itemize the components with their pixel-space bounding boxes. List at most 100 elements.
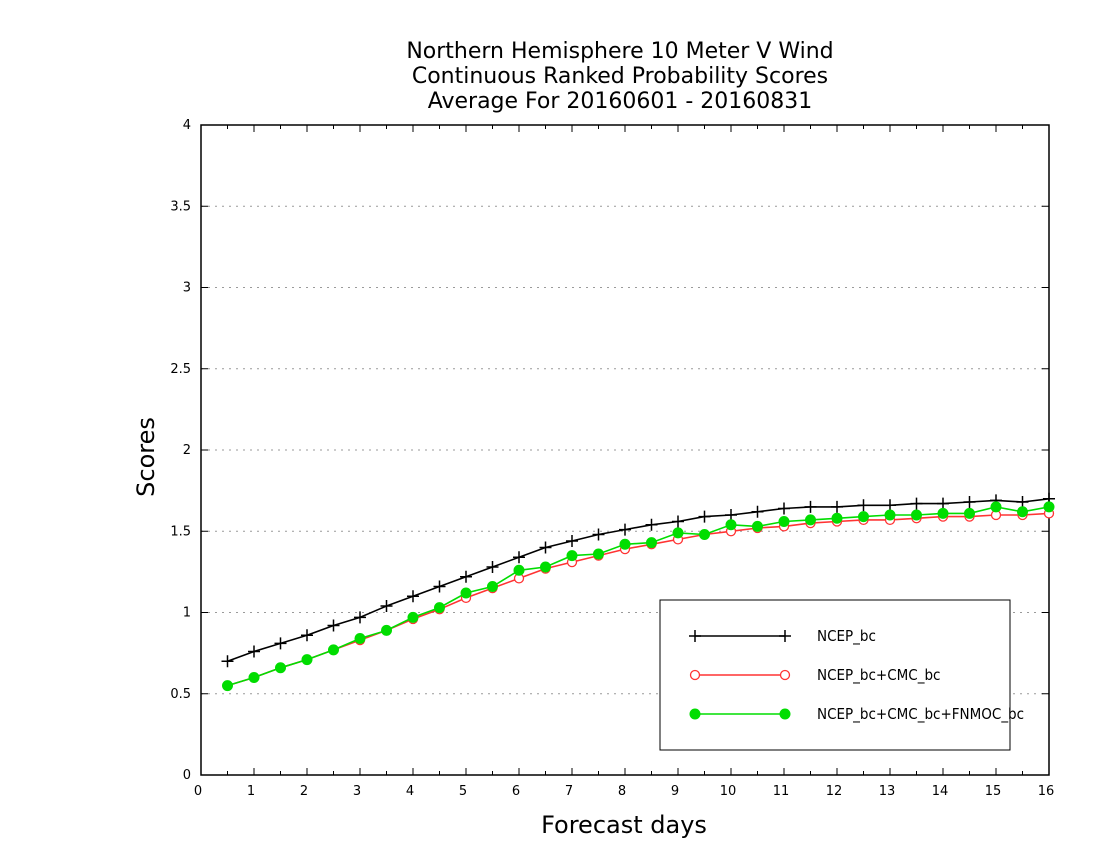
data-point: [274, 637, 287, 650]
data-point: [1043, 501, 1055, 513]
data-point: [301, 629, 313, 642]
data-point: [221, 655, 234, 668]
data-point: [407, 611, 419, 623]
x-tick-label: 4: [406, 784, 414, 799]
chart-title: Northern Hemisphere 10 Meter V WindConti…: [406, 39, 833, 114]
legend-marker: [689, 669, 701, 681]
data-point: [354, 611, 366, 624]
data-point: [248, 672, 260, 683]
data-point: [751, 505, 764, 518]
x-axis-label: Forecast days: [541, 811, 707, 839]
y-axis-label: Scores: [132, 417, 160, 497]
legend-label: NCEP_bc: [817, 627, 876, 646]
data-point: [699, 529, 710, 540]
data-point: [672, 527, 684, 539]
data-point: [698, 510, 711, 523]
grid-lines: [201, 205, 1049, 695]
data-point: [831, 512, 843, 524]
data-point: [646, 537, 657, 549]
data-point: [513, 564, 525, 576]
data-point: [354, 633, 366, 644]
data-point: [778, 516, 790, 527]
y-tick-label: 3.5: [170, 199, 191, 214]
data-point: [540, 561, 551, 573]
data-point: [884, 499, 896, 512]
legend-entry: NCEP_bc: [689, 627, 876, 646]
data-point: [672, 515, 684, 528]
data-point: [593, 548, 604, 560]
data-point: [275, 662, 286, 674]
data-point: [434, 602, 445, 614]
data-point: [592, 528, 605, 541]
x-tick-label: 2: [300, 784, 308, 799]
data-point: [911, 509, 922, 521]
x-tick-label: 10: [720, 784, 737, 799]
y-tick-label: 0.5: [170, 687, 191, 702]
legend-marker: [689, 708, 701, 720]
series-2: [222, 501, 1055, 692]
y-tick-label: 4: [183, 118, 191, 133]
y-tick-label: 2: [183, 443, 191, 458]
data-point: [460, 587, 472, 599]
x-tick-label: 15: [985, 784, 1002, 799]
x-tick-label: 11: [773, 784, 790, 799]
data-point: [539, 541, 552, 554]
y-tick-label: 0: [183, 768, 191, 783]
x-tick-label: 3: [353, 784, 361, 799]
data-point: [910, 497, 923, 510]
legend-entry: NCEP_bc+CMC_bc+FNMOC_bc: [689, 705, 1024, 724]
x-axis-ticks: 0 1 2 3 4 5 6 7 8 9 10 11 12 13 14 15 16: [194, 125, 1054, 799]
data-point: [513, 551, 525, 564]
series-lines: [221, 492, 1055, 692]
y-axis-ticks: 0 0.5 1 1.5 2 2.5 3 3.5 4: [170, 118, 1049, 783]
data-point: [1017, 506, 1028, 518]
x-tick-label: 0: [194, 784, 202, 799]
data-point: [990, 501, 1002, 513]
legend-marker: [779, 630, 791, 642]
y-tick-label: 2.5: [170, 362, 191, 377]
data-point: [566, 535, 578, 547]
data-point: [380, 600, 393, 612]
data-point: [222, 680, 233, 692]
data-point: [327, 619, 340, 632]
data-point: [487, 581, 498, 592]
data-point: [407, 590, 419, 603]
x-tick-label: 12: [826, 784, 843, 799]
data-point: [858, 511, 869, 523]
data-point: [619, 523, 631, 536]
legend-marker: [779, 669, 791, 681]
data-point: [248, 645, 260, 658]
x-tick-label: 6: [512, 784, 520, 799]
data-point: [486, 561, 499, 573]
data-point: [1016, 496, 1029, 508]
data-point: [725, 519, 737, 531]
y-tick-label: 1: [183, 606, 191, 621]
data-point: [328, 644, 339, 656]
x-tick-label: 13: [879, 784, 896, 799]
x-tick-label: 5: [459, 784, 467, 799]
data-point: [831, 500, 843, 513]
data-point: [804, 500, 817, 513]
data-point: [937, 507, 949, 519]
y-tick-label: 1.5: [170, 524, 191, 539]
data-point: [964, 507, 975, 519]
data-point: [433, 580, 446, 593]
data-point: [725, 509, 737, 521]
legend-entry: NCEP_bc+CMC_bc: [689, 666, 940, 685]
data-point: [566, 550, 578, 562]
legend-label: NCEP_bc+CMC_bc: [817, 666, 940, 685]
chart-title-line: Continuous Ranked Probability Scores: [412, 64, 828, 89]
data-point: [937, 497, 949, 510]
data-point: [301, 654, 313, 666]
data-point: [963, 496, 976, 508]
legend-label: NCEP_bc+CMC_bc+FNMOC_bc: [817, 705, 1024, 724]
data-point: [619, 538, 631, 550]
data-point: [381, 624, 392, 636]
legend-marker: [779, 708, 791, 720]
legend-marker: [689, 630, 701, 642]
x-tick-label: 8: [618, 784, 626, 799]
series-0: [221, 492, 1055, 668]
data-point: [884, 509, 896, 521]
data-point: [752, 520, 763, 532]
